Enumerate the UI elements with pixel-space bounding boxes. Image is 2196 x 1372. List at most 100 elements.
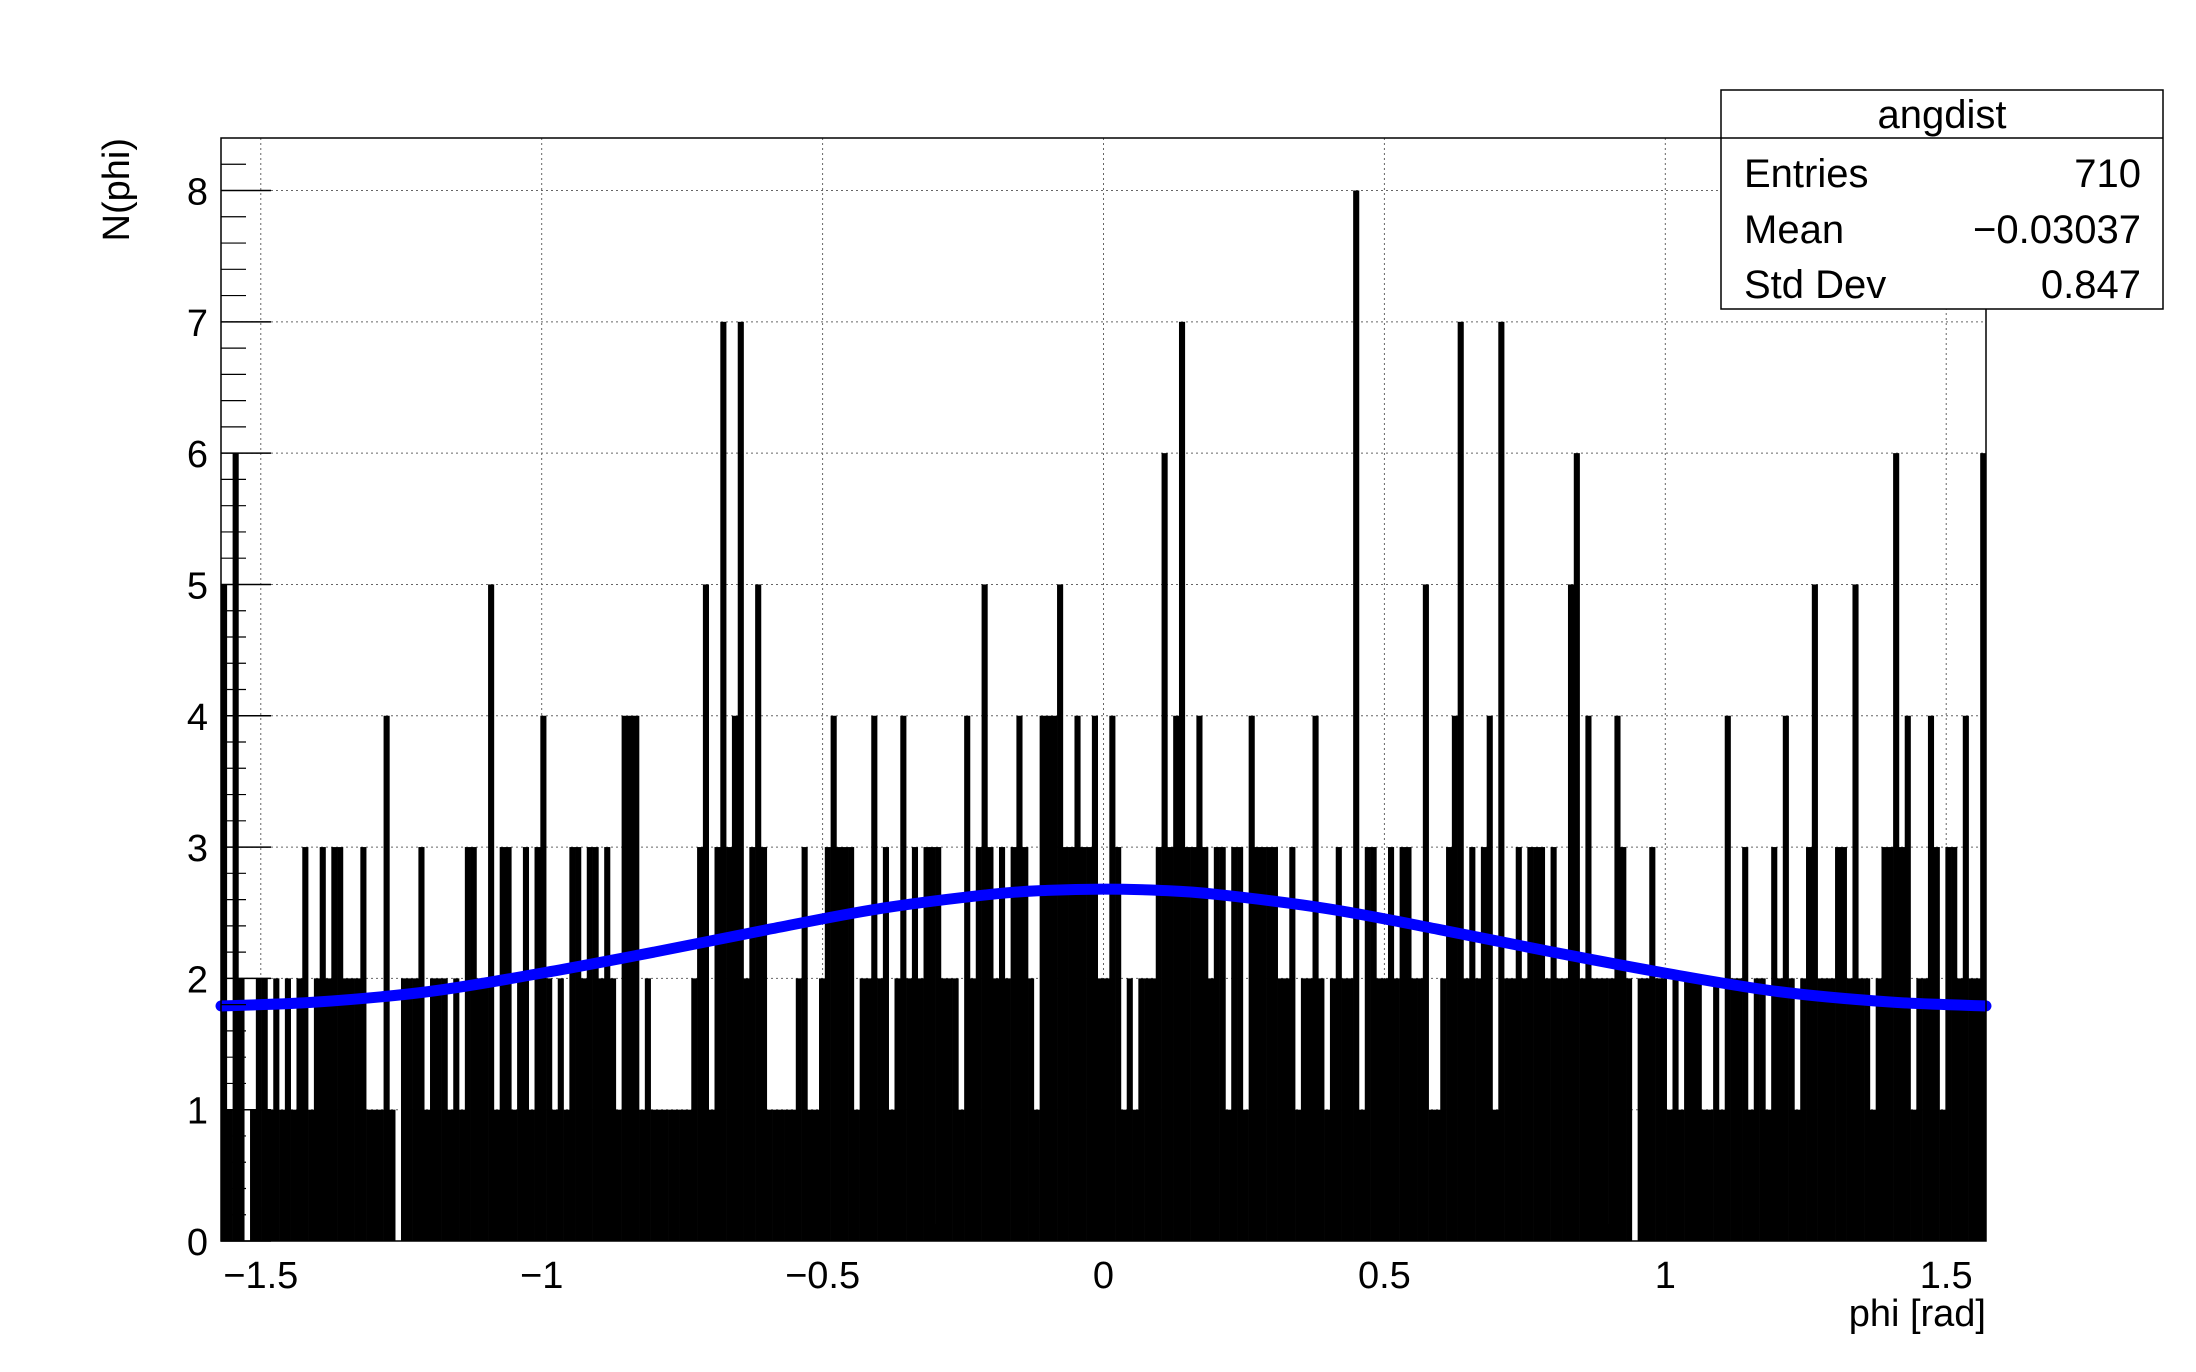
histogram-bar (1753, 978, 1760, 1241)
histogram-bar (389, 1109, 396, 1241)
histogram-bar (1295, 1109, 1302, 1241)
histogram-bar (1347, 978, 1354, 1241)
histogram-bar (1533, 847, 1540, 1241)
histogram-bar (453, 978, 460, 1241)
histogram-bar (1364, 847, 1371, 1241)
histogram-bar (1097, 978, 1104, 1241)
histogram-bar (650, 1109, 657, 1241)
histogram-bar (801, 847, 808, 1241)
histogram-bar (1225, 1109, 1232, 1241)
histogram-bar (1637, 978, 1644, 1241)
histogram-bar (377, 1109, 384, 1241)
histogram-bar (1422, 584, 1429, 1241)
histogram-bar (430, 978, 437, 1241)
histogram-bar (284, 978, 291, 1241)
y-tick-label: 1 (187, 1091, 208, 1133)
histogram-bar (1080, 847, 1087, 1241)
histogram-bar (737, 321, 744, 1242)
histogram-bar (1277, 978, 1284, 1241)
histogram-bar (1283, 978, 1290, 1241)
stats-entries-value: 710 (2074, 152, 2141, 196)
histogram-bar (459, 1109, 466, 1241)
y-axis-title: N(phi) (96, 138, 138, 241)
histogram-bar (1440, 978, 1447, 1241)
histogram-bar (528, 1109, 535, 1241)
histogram-bar (1974, 978, 1981, 1241)
histogram-bar (1759, 978, 1766, 1241)
histogram-bar (1951, 847, 1958, 1241)
histogram-bar (348, 978, 355, 1241)
histogram-bar (1922, 978, 1929, 1241)
histogram-bar (1300, 978, 1308, 1241)
histogram-bar (424, 1109, 431, 1241)
histogram-bar (1707, 1109, 1714, 1241)
histogram-bar (772, 1109, 779, 1241)
histogram-bar (702, 584, 709, 1241)
histogram-bar (1184, 847, 1191, 1241)
histogram-bar (882, 847, 889, 1241)
histogram-bar (1840, 847, 1847, 1241)
histogram-bar (1126, 978, 1133, 1241)
histogram-bar (975, 847, 982, 1241)
histogram-bar (1782, 715, 1789, 1241)
histogram-bar (1927, 715, 1935, 1241)
histogram-bar (1776, 978, 1784, 1241)
histogram-bar (1655, 978, 1662, 1241)
histogram-bar (1138, 978, 1145, 1241)
histogram-bar (1086, 847, 1093, 1241)
histogram-bar (1713, 978, 1720, 1241)
histogram-bar (644, 978, 651, 1241)
histogram-bar (673, 1109, 680, 1241)
histogram-bar (1968, 978, 1975, 1241)
histogram-bar (1573, 453, 1580, 1241)
histogram-bar (493, 1109, 500, 1241)
histogram-bar (435, 978, 442, 1241)
x-tick-label: −1 (520, 1255, 563, 1297)
histogram-bar (865, 978, 872, 1241)
histogram-bar (308, 1109, 315, 1241)
histogram-bar (685, 1109, 692, 1241)
histogram-bar (1614, 715, 1621, 1241)
histogram-bar (662, 1109, 669, 1241)
histogram-bar (366, 1109, 373, 1241)
x-tick-label: −0.5 (785, 1255, 860, 1297)
histogram-bar (697, 847, 704, 1241)
histogram-bar (488, 584, 495, 1241)
histogram-bar (1376, 978, 1383, 1241)
histogram-bar (517, 978, 524, 1241)
y-tick-label: 3 (187, 828, 208, 870)
histogram-bar (1898, 847, 1906, 1241)
histogram-bar (807, 1109, 814, 1241)
histogram-bar (1486, 715, 1493, 1241)
histogram-bar (1718, 1109, 1726, 1241)
histogram-bar (1962, 715, 1969, 1241)
stats-stddev-label: Std Dev (1744, 263, 1886, 307)
histogram-bar (1864, 978, 1871, 1241)
histogram-bar (1579, 978, 1586, 1241)
histogram-bar (447, 1109, 454, 1241)
histogram-bar (789, 1109, 797, 1241)
y-tick-label: 7 (187, 303, 208, 345)
histogram-bar (1062, 847, 1069, 1241)
histogram-bar (1324, 1109, 1331, 1241)
histogram-bar (441, 978, 448, 1241)
histogram-bar (1231, 847, 1238, 1241)
histogram-bar (998, 847, 1006, 1241)
histogram-bar (848, 847, 855, 1241)
histogram-bar (569, 847, 576, 1241)
stats-mean-value: −0.03037 (1973, 208, 2141, 252)
histogram-bar (1509, 978, 1517, 1241)
histogram-bar (296, 978, 303, 1241)
histogram-bar (226, 1109, 233, 1241)
histogram-bar (1103, 978, 1110, 1241)
histogram-bar (1689, 978, 1697, 1241)
histogram-bar (621, 715, 628, 1241)
histogram-bar (534, 847, 541, 1241)
histogram-bar (1538, 847, 1546, 1241)
histogram-bar (1451, 715, 1458, 1241)
histogram-bar (1353, 190, 1360, 1241)
histogram-bar (1219, 847, 1226, 1241)
histogram-bar (929, 847, 936, 1241)
stats-box-frame (1720, 89, 2164, 310)
histogram-bar (267, 1109, 274, 1241)
